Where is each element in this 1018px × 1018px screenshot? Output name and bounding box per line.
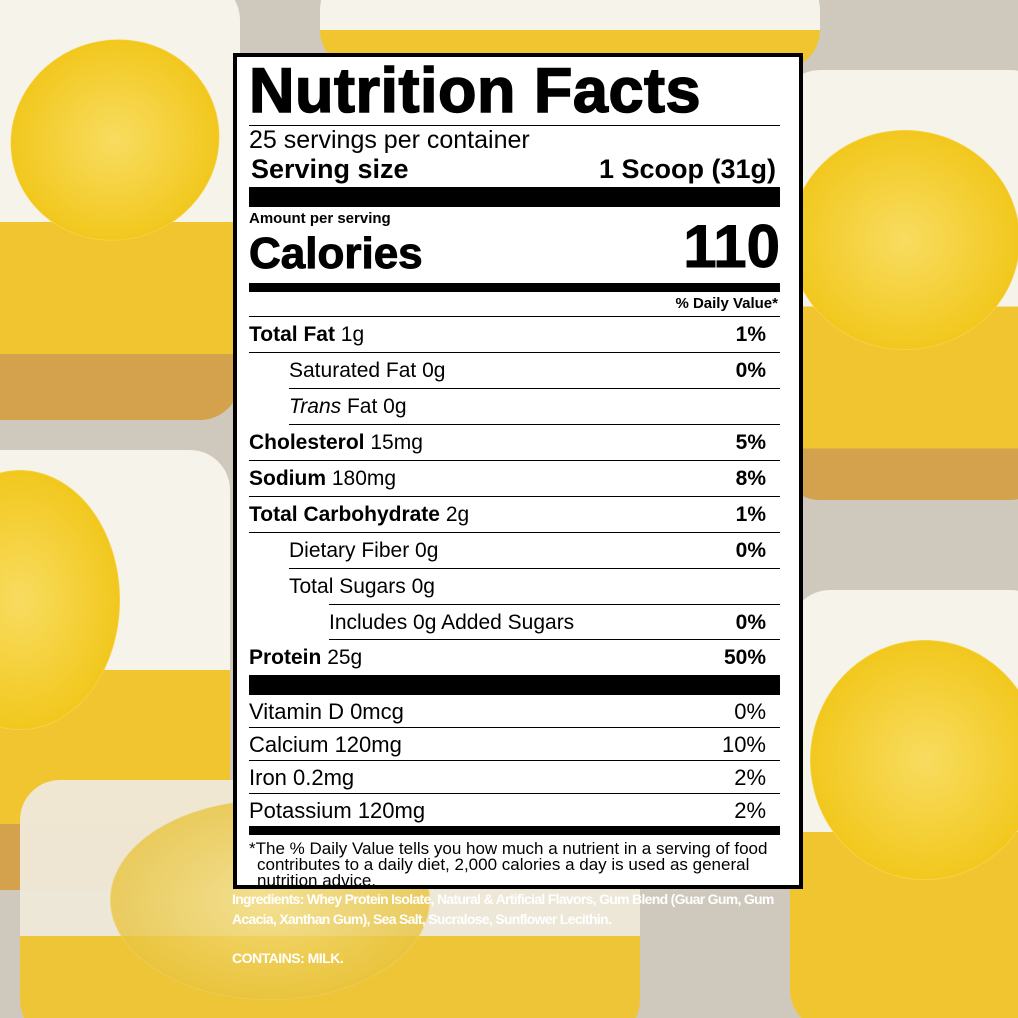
calories-label: Calories: [249, 229, 424, 278]
daily-value-header: % Daily Value*: [249, 292, 780, 317]
divider: [249, 125, 780, 126]
vitamin-row-calcium: Calcium 120mg 10%: [249, 728, 780, 761]
nutrient-row-trans-fat: Trans Fat 0g: [289, 389, 780, 425]
nutrient-row-total-sugars: Total Sugars 0g: [289, 575, 435, 598]
nutrient-row-sodium: Sodium 180mg 8%: [249, 461, 780, 497]
serving-size: Serving size 1 Scoop (31g): [249, 154, 780, 184]
ingredients-text: Ingredients: Whey Protein Isolate, Natur…: [232, 891, 774, 927]
nutrient-row-saturated-fat: Saturated Fat 0g 0%: [289, 353, 780, 389]
calories-value: 110: [683, 213, 781, 280]
thick-divider: [249, 187, 780, 207]
label-title: Nutrition Facts: [248, 56, 702, 126]
medium-divider: [249, 283, 780, 292]
daily-value-footnote: *The % Daily Value tells you how much a …: [249, 839, 768, 890]
nutrient-row-cholesterol: Cholesterol 15mg 5%: [249, 425, 780, 461]
allergen-statement: CONTAINS: MILK.: [232, 950, 344, 966]
nutrient-row-dietary-fiber: Dietary Fiber 0g 0%: [289, 533, 780, 569]
servings-per-container: 25 servings per container: [249, 126, 530, 154]
vitamin-row-iron: Iron 0.2mg 2%: [249, 761, 780, 794]
nutrient-row-total-fat: Total Fat 1g 1%: [249, 317, 780, 353]
amount-per-serving: Amount per serving: [249, 210, 391, 227]
thick-divider: [249, 675, 780, 695]
nutrition-facts-label: Nutrition Facts 25 servings per containe…: [233, 53, 803, 889]
nutrient-row-added-sugars: Includes 0g Added Sugars 0%: [329, 604, 780, 640]
serving-size-label: Serving size: [251, 154, 409, 184]
vitamin-row-vitamin-d: Vitamin D 0mcg 0%: [249, 695, 780, 728]
vitamin-row-potassium: Potassium 120mg 2%: [249, 798, 766, 823]
calories-row: Calories 110: [249, 216, 781, 278]
serving-size-value: 1 Scoop (31g): [598, 154, 776, 184]
nutrient-row-total-carbohydrate: Total Carbohydrate 2g 1%: [249, 497, 780, 533]
medium-divider: [249, 826, 780, 835]
nutrient-row-protein: Protein 25g 50%: [249, 646, 766, 669]
